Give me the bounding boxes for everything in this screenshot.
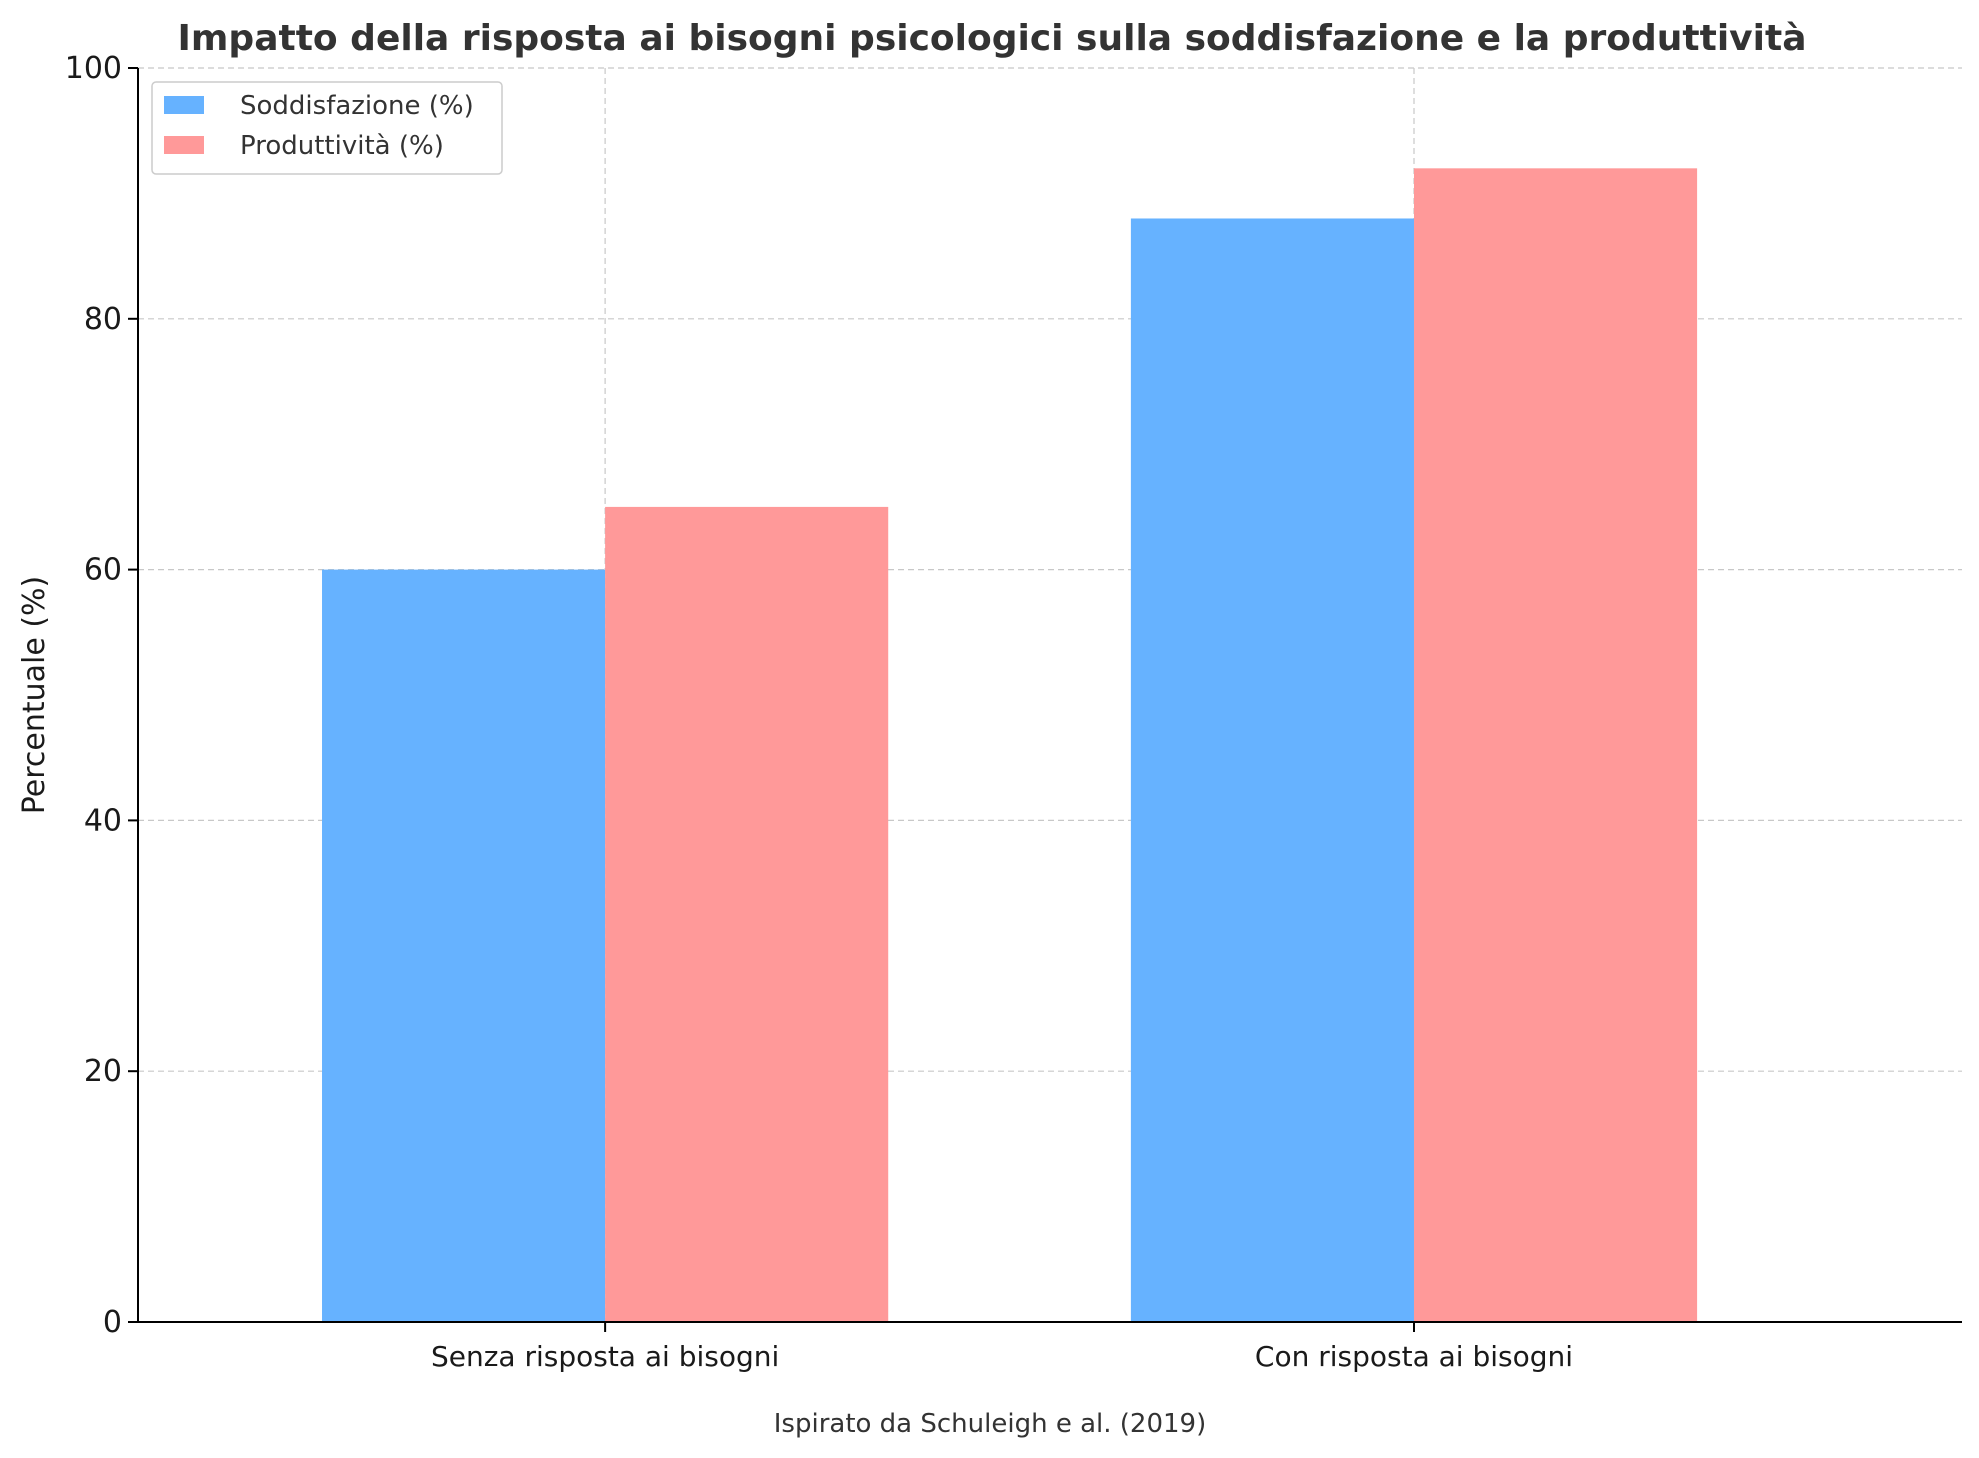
- y-tick-label: 100: [65, 51, 122, 86]
- y-tick-label: 80: [84, 302, 122, 337]
- source-note: Ispirato da Schuleigh e al. (2019): [774, 1409, 1206, 1439]
- y-tick-label: 20: [84, 1054, 122, 1089]
- y-tick-label: 60: [84, 553, 122, 588]
- y-ticks: 0 20 40 60 80 100: [65, 51, 138, 1340]
- legend: Soddisfazione (%) Produttività (%): [151, 81, 503, 175]
- legend-box: [151, 81, 503, 175]
- legend-label: Soddisfazione (%): [240, 91, 474, 121]
- axes: [137, 68, 1962, 1323]
- y-axis-label: Percentuale (%): [17, 576, 52, 815]
- x-tick-label: Con risposta ai bisogni: [1255, 1340, 1573, 1373]
- legend-swatch: [164, 136, 204, 154]
- bar-soddisfazione-0: [322, 569, 606, 1322]
- y-tick-label: 0: [103, 1305, 122, 1340]
- y-tick-label: 40: [84, 803, 122, 838]
- bars: [322, 168, 1698, 1323]
- bar-soddisfazione-1: [1130, 218, 1414, 1323]
- chart-title: Impatto della risposta ai bisogni psicol…: [178, 18, 1807, 59]
- x-tick-label: Senza risposta ai bisogni: [431, 1340, 779, 1373]
- x-ticks: Senza risposta ai bisogni Con risposta ai…: [431, 1322, 1573, 1373]
- bar-produttivita-1: [1413, 168, 1698, 1322]
- legend-swatch: [164, 96, 204, 114]
- bar-produttivita-0: [605, 506, 889, 1322]
- legend-label: Produttività (%): [240, 131, 444, 161]
